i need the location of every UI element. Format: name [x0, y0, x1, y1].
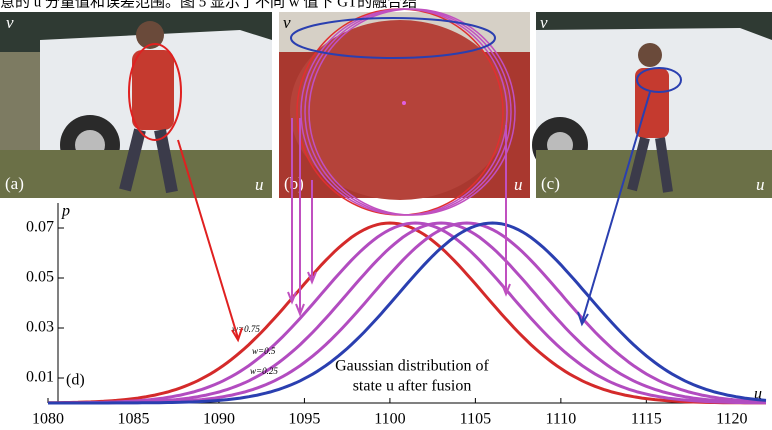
y-tick-label: 0.03	[26, 319, 54, 336]
panel-label: (d)	[66, 372, 85, 389]
x-tick-label: 1115	[631, 411, 662, 428]
curve-label: w=0.5	[252, 346, 276, 356]
panel-label: (a)	[5, 174, 24, 193]
panel-a	[0, 12, 272, 198]
panel-c	[532, 12, 772, 198]
x-tick-label: 1085	[117, 411, 149, 428]
plot: 0.01 0.03 0.05 0.07 1080 1085 1090 1095 1100 1105…	[26, 203, 766, 428]
axis-letter: v	[540, 13, 548, 32]
annotation: Gaussian distribution of	[335, 358, 489, 375]
gaussian-curve	[48, 223, 766, 403]
x-tick-label: 1110	[545, 411, 576, 428]
y-tick-label: 0.01	[26, 369, 54, 386]
panel-label: (c)	[541, 174, 560, 193]
axis-letter: u	[514, 175, 523, 194]
x-tick-label: 1105	[460, 411, 491, 428]
curve-label: w=0.25	[250, 366, 278, 376]
x-tick-label: 1080	[32, 411, 64, 428]
y-tick-label: 0.05	[26, 269, 54, 286]
x-tick-label: 1095	[288, 411, 320, 428]
axis-letter: u	[255, 175, 264, 194]
figure: 意的 u 分量值和误差范围。图 5 显示了不同 w 值下 GT的融合结	[0, 0, 772, 430]
gaussian-curve	[48, 223, 766, 403]
x-tick-label: 1090	[203, 411, 235, 428]
header-text: 意的 u 分量值和误差范围。图 5 显示了不同 w 值下 GT的融合结	[0, 0, 417, 10]
gaussian-curve	[48, 223, 766, 403]
annotation: state u after fusion	[353, 378, 472, 395]
axis-letter: v	[6, 13, 14, 32]
axis-letter: u	[756, 175, 765, 194]
y-axis-label: p	[61, 203, 70, 220]
y-tick-label: 0.07	[26, 219, 54, 236]
x-tick-label: 1100	[374, 411, 405, 428]
gaussian-curve	[48, 223, 766, 403]
gaussian-curve	[48, 223, 766, 403]
axis-letter: v	[283, 13, 291, 32]
x-tick-label: 1120	[716, 411, 747, 428]
panel-b	[279, 9, 530, 215]
